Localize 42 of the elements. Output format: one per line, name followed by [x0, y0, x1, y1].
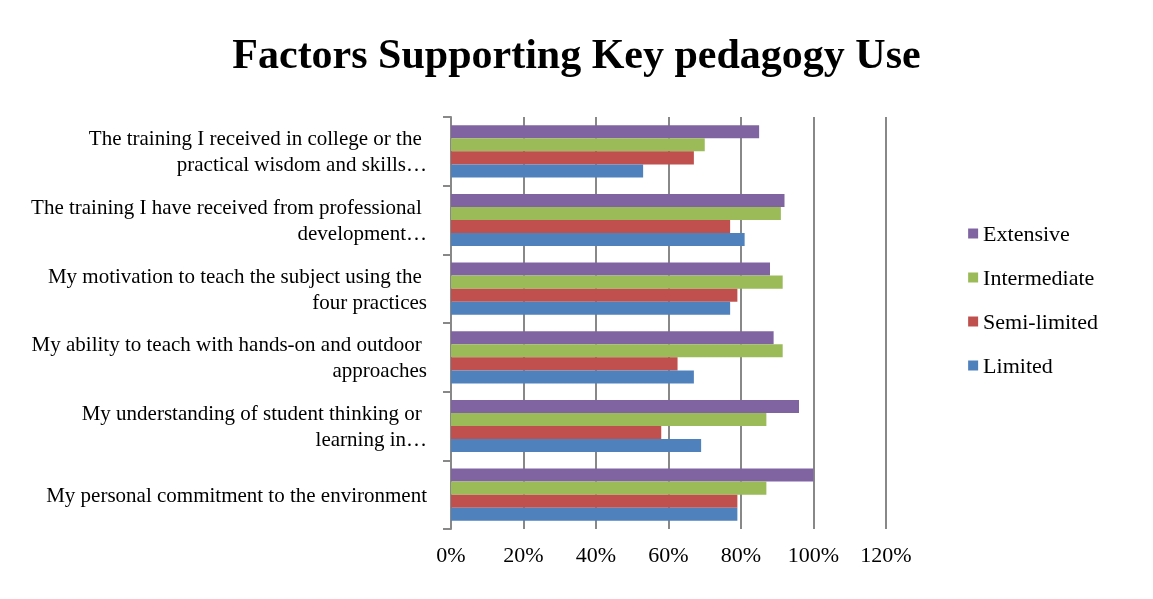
legend-label: Semi-limited	[983, 309, 1099, 334]
y-tick-label: My ability to teach with hands-on and outdoor approaches	[31, 332, 427, 383]
bar	[451, 288, 738, 302]
bar	[451, 344, 783, 358]
bar	[451, 301, 731, 315]
bar	[451, 151, 694, 165]
bar	[451, 439, 702, 453]
bar	[451, 481, 767, 495]
bar	[451, 331, 774, 345]
bar	[451, 399, 799, 413]
chart-title: Factors Supporting Key pedagogy Use	[232, 31, 921, 77]
x-tick-label: 20%	[503, 541, 544, 567]
bar	[451, 370, 694, 384]
bar	[451, 220, 731, 234]
legend-label: Intermediate	[983, 265, 1095, 290]
bar	[451, 125, 760, 139]
x-tick-label: 100%	[787, 541, 840, 567]
bar	[451, 426, 662, 440]
bar	[451, 494, 738, 508]
x-tick-label: 0%	[436, 541, 466, 567]
legend-label: Limited	[983, 353, 1053, 378]
bar	[451, 164, 644, 178]
legend-label: Extensive	[983, 221, 1070, 246]
y-tick-label: The training I have received from professional development…	[31, 195, 427, 245]
x-tick-label: 120%	[860, 541, 912, 567]
bar	[451, 412, 767, 426]
y-tick-label: My understanding of student thinking or learning in…	[81, 401, 427, 451]
bar	[451, 275, 783, 289]
y-tick-label: The training I received in college or the practical wisdom and skills…	[88, 126, 427, 177]
bar	[451, 233, 745, 247]
bar	[451, 138, 705, 152]
y-tick-label: My personal commitment to the environment	[46, 482, 428, 507]
bar	[451, 357, 678, 371]
y-tick-label: My motivation to teach the subject using the four practices	[47, 263, 427, 314]
bar	[451, 206, 781, 220]
x-tick-label: 80%	[720, 541, 762, 567]
x-tick-label: 60%	[648, 541, 689, 567]
bar	[451, 507, 738, 521]
x-tick-label: 40%	[575, 541, 617, 567]
bar	[451, 468, 814, 482]
bar	[451, 193, 785, 207]
bar	[451, 262, 770, 276]
